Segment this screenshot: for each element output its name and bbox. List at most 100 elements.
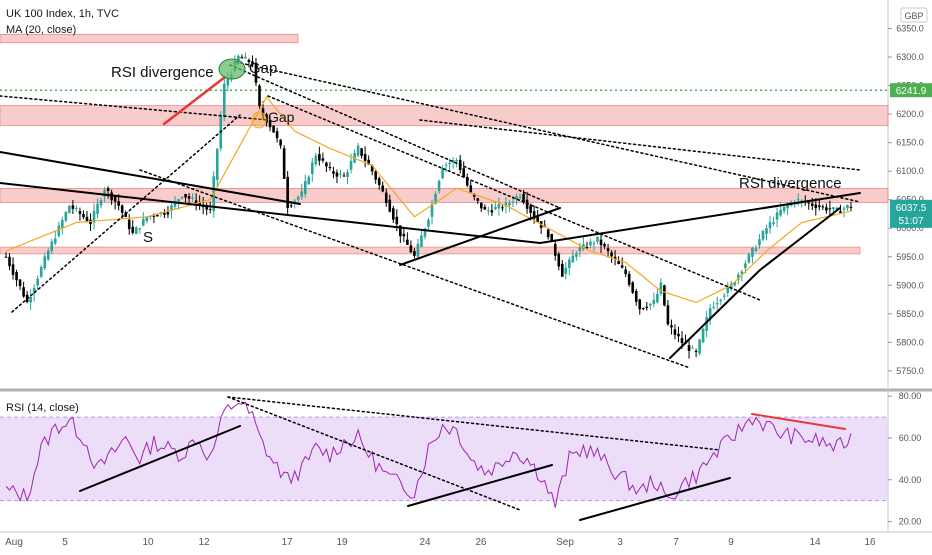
price-tick-label: 6000.0	[896, 223, 924, 233]
candle-up	[57, 225, 61, 236]
time-tick-label: Aug	[5, 537, 23, 548]
time-tick-label: 5	[62, 537, 68, 548]
candle-up	[68, 205, 71, 214]
trendlines[interactable]	[0, 61, 861, 521]
annotation-rsi-divergence[interactable]: RSI divergence	[111, 64, 214, 81]
candle-up	[737, 274, 740, 280]
candle-up	[652, 300, 656, 304]
gap-ellipse[interactable]	[218, 58, 246, 80]
candle-up	[719, 300, 723, 302]
candle-up	[568, 259, 571, 269]
candle-down	[18, 279, 22, 287]
candle-down	[275, 131, 279, 139]
candle-down	[620, 265, 624, 268]
price-tick-label: 6150.0	[896, 138, 924, 148]
candle-up	[451, 160, 455, 163]
ma-legend[interactable]: MA (20, close)	[6, 24, 76, 36]
candle-down	[818, 205, 821, 208]
candle-up	[582, 244, 585, 250]
candle-down	[525, 199, 529, 209]
candle-down	[370, 165, 374, 172]
time-tick-label: 14	[809, 537, 821, 548]
rsi-axis[interactable]: 20.00 40.00 60.00 80.00	[888, 391, 921, 527]
candle-down	[265, 114, 268, 123]
candle-down	[680, 338, 684, 344]
trendline	[759, 207, 841, 271]
candle-down	[828, 208, 832, 210]
candle-up	[508, 203, 511, 206]
trendline	[669, 269, 761, 359]
last-price-badge[interactable]	[890, 199, 932, 228]
candle-up	[215, 148, 219, 180]
candle-down	[124, 212, 128, 217]
annotation-gap[interactable]: Gap	[268, 109, 295, 125]
candle-up	[170, 205, 173, 212]
candle-down	[198, 202, 201, 205]
candle-down	[585, 247, 589, 249]
candle-up	[307, 176, 311, 185]
annotation-gap[interactable]: Gap	[249, 60, 277, 77]
candle-down	[117, 201, 120, 206]
symbol-title[interactable]: UK 100 Index, 1h, TVC	[6, 8, 119, 20]
candle-down	[409, 245, 413, 253]
candle-down	[810, 203, 814, 206]
candle-up	[571, 255, 575, 263]
candle-down	[529, 205, 532, 213]
candle-down	[113, 196, 117, 202]
hline-price-badge[interactable]	[890, 83, 932, 98]
candle-down	[469, 185, 473, 193]
candle-up	[494, 206, 497, 210]
candle-down	[606, 248, 610, 252]
candle-up	[416, 243, 420, 257]
candle-up	[444, 164, 448, 166]
candle-up	[729, 283, 733, 290]
candle-down	[641, 308, 645, 310]
trendline	[0, 151, 301, 205]
candle-up	[75, 208, 78, 210]
candle-down	[335, 172, 339, 177]
time-tick-label: 10	[142, 537, 154, 548]
candle-up	[46, 250, 50, 260]
candlesticks	[4, 52, 853, 359]
candle-up	[846, 205, 849, 209]
candle-up	[754, 248, 758, 252]
candle-up	[656, 293, 659, 303]
candle-down	[670, 325, 673, 328]
annotation-s[interactable]: S	[143, 229, 153, 246]
candle-down	[272, 125, 275, 133]
candle-up	[596, 236, 599, 242]
time-tick-label: 24	[419, 537, 431, 548]
candle-up	[43, 256, 47, 269]
divergence-line	[162, 75, 227, 126]
candle-down	[325, 162, 328, 167]
price-axis[interactable]: 5750.0 5800.0 5850.0 5900.0 5950.0 6000.0 6050…	[888, 24, 924, 376]
rsi-legend[interactable]: RSI (14, close)	[6, 402, 79, 414]
candle-down	[825, 207, 828, 211]
candle-down	[318, 154, 321, 161]
candle-up	[691, 347, 694, 349]
candle-down	[839, 211, 842, 214]
candle-up	[592, 243, 596, 245]
candle-up	[564, 267, 568, 274]
candle-up	[36, 278, 39, 286]
candle-down	[610, 252, 613, 257]
annotation-rsi-divergence[interactable]: RSI divergence	[739, 175, 842, 192]
time-axis[interactable]: Aug 5 10 12 17 19 24 26 Sep 3 7 9 14 16	[5, 537, 876, 548]
candle-up	[180, 196, 184, 199]
rsi-band	[0, 417, 888, 501]
currency-badge[interactable]	[900, 7, 928, 23]
candle-down	[205, 206, 208, 210]
gap-ellipse[interactable]	[251, 111, 267, 129]
candle-down	[247, 59, 251, 63]
candle-up	[244, 56, 247, 59]
candle-up	[589, 241, 592, 246]
candle-down	[677, 333, 680, 337]
time-tick-label: 7	[673, 537, 679, 548]
candle-down	[85, 216, 89, 222]
candle-down	[388, 199, 392, 212]
candle-down	[166, 212, 170, 215]
candle-up	[32, 287, 36, 294]
candle-up	[765, 228, 768, 234]
candle-up	[339, 173, 342, 175]
